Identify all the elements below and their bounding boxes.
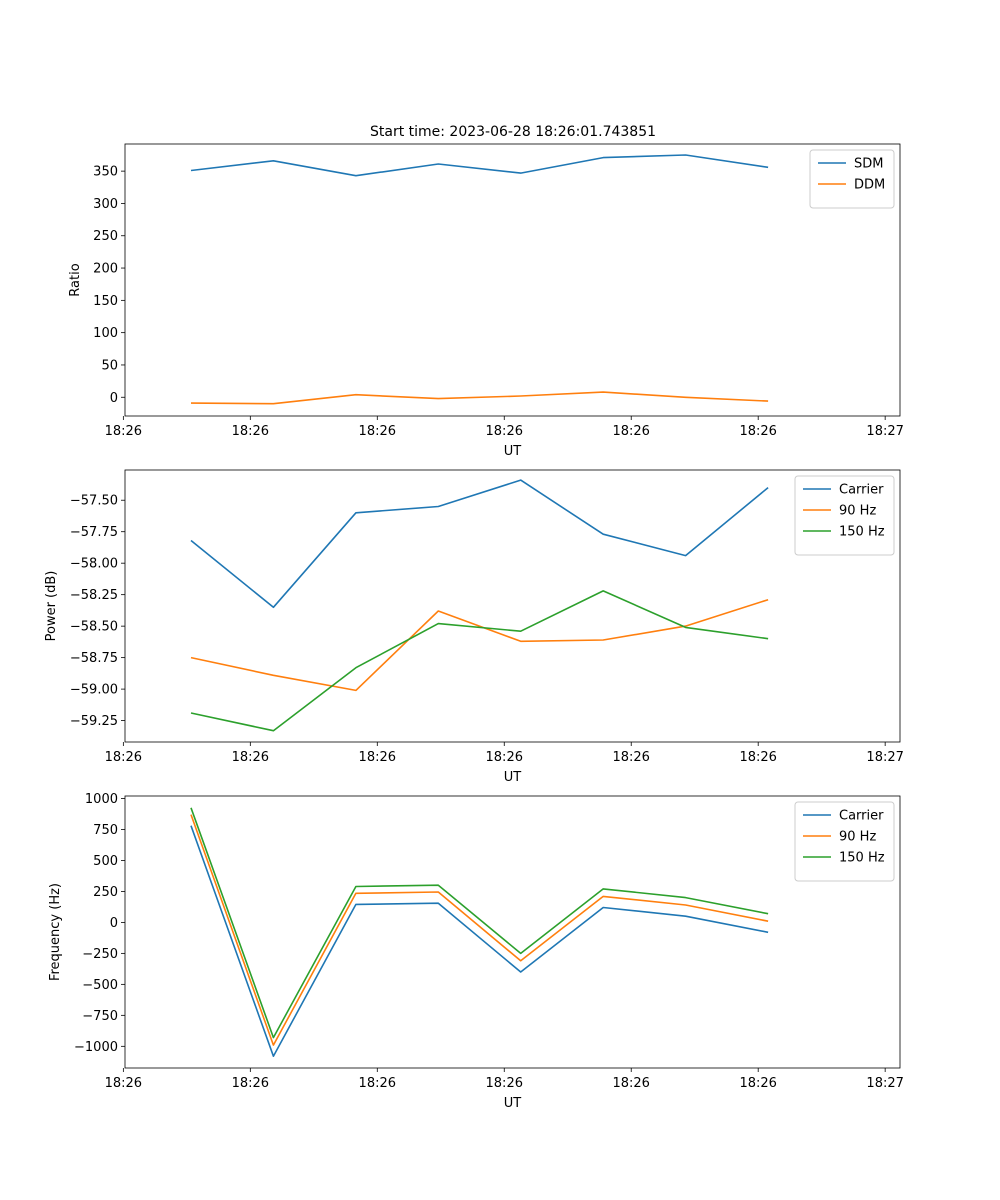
chart1-y-tick-label: −57.75: [70, 525, 118, 540]
chart0-x-axis-label: UT: [504, 444, 522, 459]
chart2-x-tick-label: 18:26: [105, 1076, 142, 1091]
chart2-x-tick-label: 18:27: [866, 1076, 903, 1091]
chart1-x-tick-label: 18:27: [866, 750, 903, 765]
chart0-x-tick-label: 18:27: [866, 424, 903, 439]
chart0-y-tick-label: 350: [93, 165, 118, 180]
chart0-y-tick-label: 0: [110, 391, 118, 406]
chart1-x-tick-label: 18:26: [105, 750, 142, 765]
chart0-x-tick-label: 18:26: [739, 424, 776, 439]
chart1-axes-frame: [124, 469, 901, 743]
chart1-series-0-line: [190, 479, 769, 609]
chart1-series-1-line: [190, 598, 769, 692]
ratio-chart: 18:26 18:26 18:26 18:26 18:26 18:26 18:27 0 50 10…: [68, 143, 904, 459]
chart1-y-tick-label: −58.25: [70, 588, 118, 603]
chart1-y-axis-label: Power (dB): [44, 571, 59, 642]
chart2-y-tick-label: 750: [93, 823, 118, 838]
chart1-legend-label: 150 Hz: [839, 525, 885, 540]
chart1-y-tick-label: −57.50: [70, 494, 118, 509]
chart2-y-tick-label: 1000: [85, 792, 118, 807]
chart0-legend-label: SDM: [854, 157, 883, 172]
chart1-legend-label: Carrier: [839, 483, 884, 498]
chart2-legend-label: 150 Hz: [839, 851, 885, 866]
chart2-axes-frame: [124, 795, 901, 1069]
chart0-legend: [809, 149, 895, 209]
frequency-chart: 18:26 18:26 18:26 18:26 18:26 18:26 18:27 −1000…: [48, 792, 904, 1111]
chart0-x-tick-label: 18:26: [232, 424, 269, 439]
chart1-y-tick-label: −59.00: [70, 683, 118, 698]
chart2-x-tick-label: 18:26: [612, 1076, 649, 1091]
chart1-x-tick-label: 18:26: [739, 750, 776, 765]
chart2-legend: [794, 801, 895, 882]
chart0-y-tick-label: 200: [93, 262, 118, 277]
chart2-x-tick-label: 18:26: [739, 1076, 776, 1091]
chart1-legend: [794, 475, 895, 556]
chart0-y-tick-label: 50: [101, 358, 118, 373]
chart2-legend-label: Carrier: [839, 809, 884, 824]
chart1-legend-label: 90 Hz: [839, 504, 876, 519]
chart1-x-tick-label: 18:26: [232, 750, 269, 765]
chart0-series-0-line: [190, 154, 769, 177]
chart2-y-axis-label: Frequency (Hz): [48, 883, 63, 981]
chart0-y-tick-label: 250: [93, 229, 118, 244]
chart1-series-2-line: [190, 590, 769, 732]
chart1-x-axis-label: UT: [504, 770, 522, 785]
chart1-x-tick-label: 18:26: [612, 750, 649, 765]
chart2-y-tick-label: −1000: [74, 1040, 118, 1055]
chart0-y-tick-label: 150: [93, 294, 118, 309]
chart2-y-tick-label: 250: [93, 885, 118, 900]
chart2-y-tick-label: 500: [93, 854, 118, 869]
chart0-y-tick-label: 100: [93, 326, 118, 341]
chart2-legend-label: 90 Hz: [839, 830, 876, 845]
chart0-x-tick-label: 18:26: [105, 424, 142, 439]
chart2-x-tick-label: 18:26: [359, 1076, 396, 1091]
chart2-x-tick-label: 18:26: [486, 1076, 523, 1091]
chart2-y-tick-label: −250: [82, 947, 118, 962]
chart0-y-axis-label: Ratio: [68, 263, 83, 296]
chart0-y-tick-label: 300: [93, 197, 118, 212]
chart0-series-1-line: [190, 391, 769, 405]
chart0-axes-frame: [124, 143, 901, 417]
chart0-x-tick-label: 18:26: [486, 424, 523, 439]
chart2-series-1-line: [190, 814, 769, 1046]
chart1-y-tick-label: −58.50: [70, 620, 118, 635]
chart2-x-axis-label: UT: [504, 1096, 522, 1111]
power-chart: 18:26 18:26 18:26 18:26 18:26 18:26 18:27 −59.2…: [44, 469, 904, 785]
chart1-y-tick-label: −58.75: [70, 651, 118, 666]
chart2-y-tick-label: 0: [110, 916, 118, 931]
chart2-x-tick-label: 18:26: [232, 1076, 269, 1091]
chart0-legend-label: DDM: [854, 178, 885, 193]
chart0-x-tick-label: 18:26: [612, 424, 649, 439]
figure-title: Start time: 2023-06-28 18:26:01.743851: [370, 124, 656, 140]
chart1-x-tick-label: 18:26: [486, 750, 523, 765]
chart2-y-tick-label: −500: [82, 978, 118, 993]
chart2-series-0-line: [190, 825, 769, 1057]
chart2-series-2-line: [190, 807, 769, 1039]
chart1-y-tick-label: −59.25: [70, 714, 118, 729]
chart0-x-tick-label: 18:26: [359, 424, 396, 439]
chart1-y-tick-label: −58.00: [70, 557, 118, 572]
chart2-y-tick-label: −750: [82, 1009, 118, 1024]
chart1-x-tick-label: 18:26: [359, 750, 396, 765]
